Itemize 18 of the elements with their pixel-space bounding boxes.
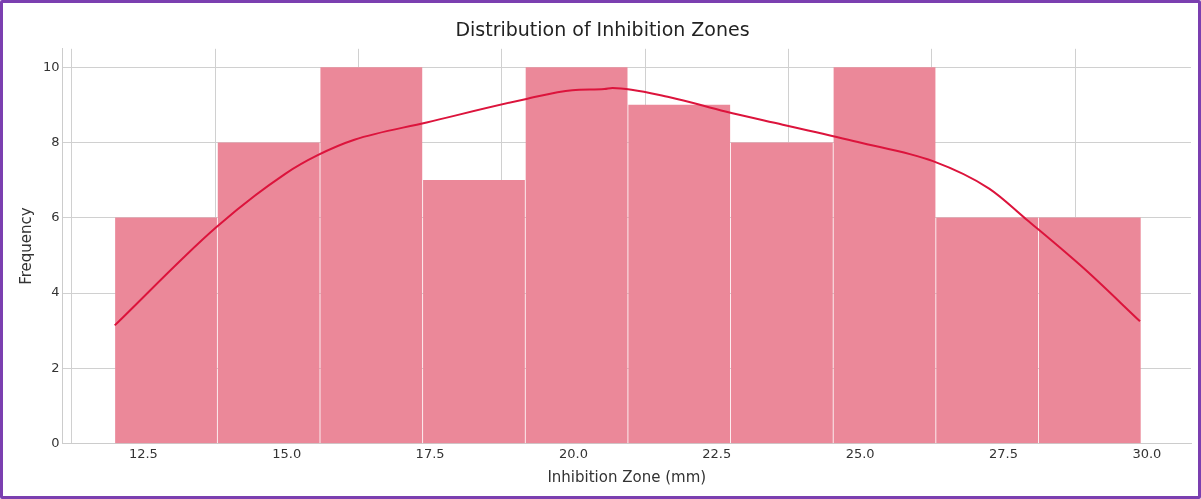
y-tick-label: 6	[51, 209, 60, 225]
x-tick-label: 22.5	[702, 445, 732, 461]
line-series	[113, 86, 1141, 327]
x-tick-label: 15.0	[272, 445, 302, 461]
y-tick-label: 0	[51, 434, 60, 450]
x-tick-label: 20.0	[558, 445, 588, 461]
y-tick-label: 2	[51, 359, 60, 375]
x-axis-title: Inhibition Zone (mm)	[547, 467, 707, 486]
x-tick-label: 27.5	[989, 445, 1018, 461]
x-tick-label: 17.5	[415, 445, 445, 461]
chart-title: Distribution of Inhibition Zones	[455, 18, 750, 41]
y-tick-label: 10	[43, 58, 60, 74]
x-tick-label: 12.5	[128, 445, 158, 461]
y-axis-title: Frequency	[16, 207, 35, 285]
x-tick-label: 30.0	[1132, 445, 1162, 461]
y-tick-label: 8	[51, 134, 60, 150]
y-tick-label: 4	[51, 284, 60, 300]
x-tick-label: 25.0	[845, 445, 875, 461]
